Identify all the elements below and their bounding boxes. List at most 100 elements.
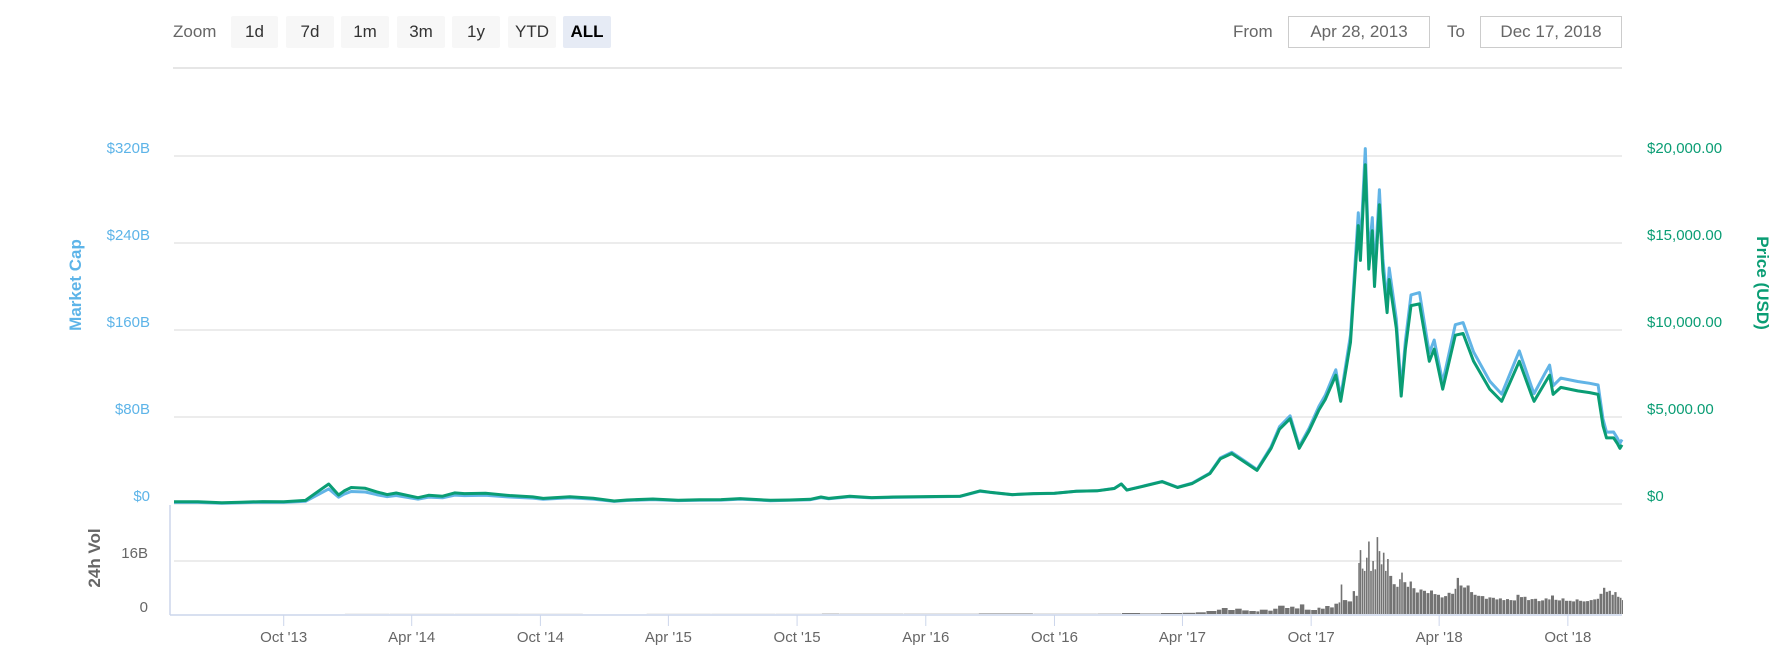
x-tick-label: Apr '14 xyxy=(388,629,435,646)
zoom-1m-button[interactable]: 1m xyxy=(341,16,389,48)
volume-bar xyxy=(1488,597,1492,614)
volume-bar xyxy=(1235,608,1242,614)
volume-bar xyxy=(1513,600,1516,614)
volume-bar xyxy=(1527,600,1531,614)
volume-bar xyxy=(1317,607,1321,614)
zoom-label: Zoom xyxy=(173,22,217,41)
x-axis: Oct '13 Apr '14 Oct '14 Apr '15 Oct '15 Apr '… xyxy=(260,615,1591,646)
volume-bar xyxy=(1582,601,1586,614)
volume-bar xyxy=(1338,602,1341,614)
volume-bar xyxy=(1599,593,1603,614)
from-date-input[interactable] xyxy=(1288,16,1430,48)
volume-bar xyxy=(1447,592,1451,614)
x-tick-label: Oct '18 xyxy=(1544,629,1591,646)
volume-axis-title: 24h Vol xyxy=(85,528,104,587)
volume-histogram xyxy=(344,537,1623,615)
zoom-1d-button[interactable]: 1d xyxy=(231,16,278,48)
volume-bar xyxy=(1423,590,1426,614)
volume-bar xyxy=(1399,579,1401,614)
volume-bar xyxy=(1502,600,1506,614)
price-axis: $20,000.00 $15,000.00 $10,000.00 $5,000.… xyxy=(1647,140,1772,505)
volume-bar xyxy=(1340,584,1343,614)
volume-bar xyxy=(1321,608,1325,614)
volume-bar xyxy=(1605,591,1609,614)
volume-bar xyxy=(1368,541,1370,614)
volume-bar xyxy=(1603,587,1606,614)
volume-bar xyxy=(1480,596,1485,614)
volume-bar xyxy=(1372,561,1374,614)
volume-bar xyxy=(1195,612,1206,614)
volume-bar xyxy=(1273,608,1278,614)
plot-area[interactable] xyxy=(174,80,1622,615)
volume-bar xyxy=(1325,606,1330,614)
volume-bar xyxy=(1440,597,1444,614)
volume-bar xyxy=(1221,608,1228,614)
volume-bar xyxy=(1430,590,1433,614)
volume-bar xyxy=(1401,572,1403,614)
volume-bar xyxy=(1311,610,1317,614)
volume-bar xyxy=(1376,537,1379,614)
y-right-tick-10000: $10,000.00 xyxy=(1647,314,1722,331)
to-label: To xyxy=(1447,22,1465,41)
y-left-tick-160: $160B xyxy=(107,314,150,331)
volume-bar xyxy=(1358,563,1360,614)
volume-bar xyxy=(1572,601,1576,614)
volume-bar xyxy=(1330,607,1334,614)
volume-bar xyxy=(1568,600,1572,615)
volume-bar xyxy=(1611,594,1614,614)
volume-bar xyxy=(1565,600,1568,615)
volume-bar xyxy=(1520,597,1523,614)
y-left-tick-80: $80B xyxy=(115,401,150,418)
volume-bar xyxy=(1466,585,1470,614)
x-tick-label: Apr '16 xyxy=(902,629,949,646)
volume-bar xyxy=(1256,611,1260,614)
volume-bar xyxy=(1473,594,1477,614)
volume-bar xyxy=(1617,596,1620,614)
volume-bar xyxy=(1558,600,1561,614)
price-line xyxy=(173,163,1624,505)
volume-bar xyxy=(1444,596,1448,614)
volume-bar xyxy=(1299,604,1305,614)
volume-bar xyxy=(1551,595,1554,614)
volume-bar xyxy=(1363,570,1366,614)
x-tick-label: Apr '17 xyxy=(1159,629,1206,646)
volume-bar xyxy=(1596,598,1599,614)
volume-bar xyxy=(1459,585,1463,614)
volume-bar xyxy=(1359,550,1362,614)
zoom-ytd-button[interactable]: YTD xyxy=(508,16,556,48)
volume-bar xyxy=(1575,599,1579,614)
zoom-7d-button[interactable]: 7d xyxy=(286,16,334,48)
volume-bar xyxy=(1406,586,1410,614)
volume-bar xyxy=(1290,606,1295,614)
volume-bar xyxy=(1141,613,1161,614)
volume-bar xyxy=(1342,600,1348,614)
volume-bar xyxy=(1544,598,1548,614)
volume-bar xyxy=(1516,594,1520,614)
volume-bar xyxy=(1259,609,1268,614)
price-axis-title: Price (USD) xyxy=(1753,236,1772,330)
header-separator xyxy=(173,67,1622,69)
y-left-tick-320: $320B xyxy=(107,140,150,157)
x-tick-label: Oct '15 xyxy=(774,629,821,646)
zoom-1y-button[interactable]: 1y xyxy=(452,16,500,48)
to-date-input[interactable] xyxy=(1480,16,1622,48)
zoom-all-button[interactable]: ALL xyxy=(563,16,611,48)
volume-bar xyxy=(1355,595,1358,614)
volume-bar xyxy=(1412,588,1416,614)
volume-bar xyxy=(1548,599,1551,614)
volume-bar xyxy=(1385,570,1387,614)
volume-bar xyxy=(1463,587,1467,614)
volume-bar xyxy=(1374,569,1377,614)
volume-bar xyxy=(1347,601,1353,614)
x-tick-label: Oct '14 xyxy=(517,629,564,646)
volume-bar xyxy=(1554,599,1558,614)
volume-bar xyxy=(1614,592,1617,614)
volume-axis: 16B 0 24h Vol xyxy=(85,505,1622,616)
market-cap-axis: $320B $240B $160B $80B $0 Market Cap xyxy=(66,140,150,505)
volume-bar xyxy=(1382,552,1385,614)
zoom-3m-button[interactable]: 3m xyxy=(397,16,445,48)
volume-bar xyxy=(1409,581,1412,614)
volume-bar xyxy=(1586,601,1590,614)
volume-bar xyxy=(1216,609,1222,614)
